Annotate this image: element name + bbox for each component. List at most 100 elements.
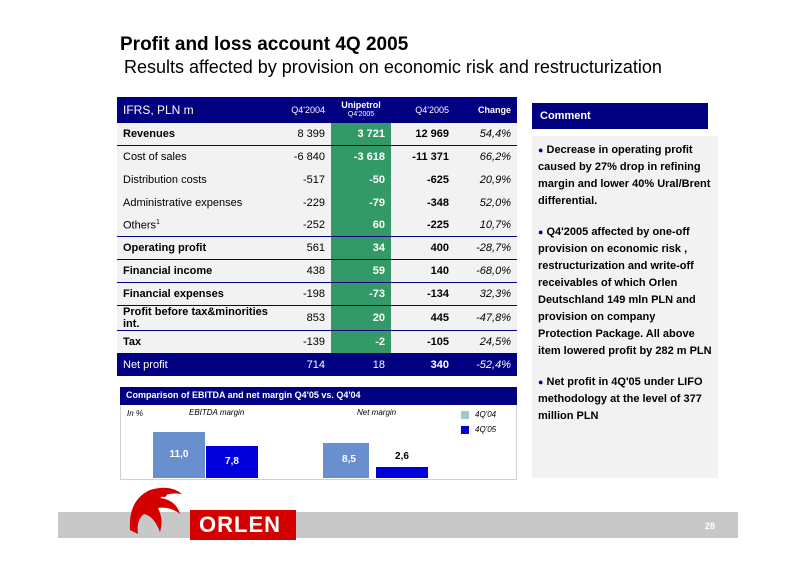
row-label: Others1 [117,214,277,238]
comment-bullet: ● Q4'2005 affected by one-off provision … [538,226,712,357]
cell-q4-2004: -517 [302,173,325,186]
cell-change: -52,4% [455,353,517,376]
cell-q4-2005: 140 [391,259,455,284]
comment-body: ● Decrease in operating profit caused by… [532,136,718,478]
ebitda-chart: In % EBITDA margin Net margin 4Q'04 4Q'0… [120,405,517,480]
bar-4q04-ebitda [153,432,205,478]
bullet-icon: ● [538,227,544,237]
bar-4q04-net [323,442,369,478]
cell-unipetrol: 60 [331,214,391,238]
footnote-marker: 1 [156,219,160,226]
table-row: Distribution costs -517 -50 -625 20,9% [117,168,517,192]
cell-change: 24,5% [455,330,517,354]
cell-q4-2005: -134 [391,282,455,306]
bar-4q05-ebitda [206,445,258,478]
cell-q4-2004: 561 [277,236,331,261]
table-header-row: IFRS, PLN m Q4'2004 Unipetrol Q4'2005 Q4… [117,97,517,123]
orlen-eagle-logo-icon [129,487,182,534]
row-label: Revenues [117,123,277,147]
row-label: Profit before tax&minorities int. [117,305,277,331]
table-row: Administrative expenses -229 -79 -348 52,0% [117,191,517,215]
legend-label-4q05: 4Q'05 [475,425,497,434]
bullet-icon: ● [538,377,544,387]
comment-header: Comment [532,103,708,129]
footer-band [58,512,738,538]
col-header-q4-2004: Q4'2004 [277,97,331,123]
cell-unipetrol: -3 618 [331,145,391,169]
legend-label-4q04: 4Q'04 [475,410,497,419]
bullet-icon: ● [538,145,544,155]
col-header-q4-2005: Q4'2005 [391,97,455,123]
table-row: Net profit 714 18 340 -52,4% [117,353,517,376]
row-label: Administrative expenses [123,196,243,209]
row-label: Financial income [117,259,277,284]
cell-q4-2005: 445 [391,305,455,331]
row-label: Tax [117,330,277,354]
cell-change: 32,3% [455,282,517,306]
cell-q4-2005: -105 [391,330,455,354]
cell-q4-2004: -252 [277,214,331,238]
cell-q4-2005: 12 969 [391,123,455,147]
row-label: Cost of sales [123,151,187,164]
profit-loss-table: IFRS, PLN m Q4'2004 Unipetrol Q4'2005 Q4… [117,97,517,376]
bar-4q05-net [376,467,428,478]
bar-value-label: 7,8 [225,455,239,467]
cell-q4-2005: 400 [391,236,455,261]
col-header-unipetrol: Unipetrol Q4'2005 [331,97,391,123]
cell-unipetrol: 59 [331,259,391,284]
table-row: Revenues 8 399 3 721 12 969 54,4% [117,123,517,147]
cell-unipetrol: 3 721 [331,123,391,147]
cell-q4-2005: -348 [426,196,449,209]
cell-q4-2004: -198 [277,282,331,306]
cell-unipetrol: -73 [331,282,391,306]
table-row: Profit before tax&minorities int. 853 20 44… [117,305,517,331]
orlen-logo-box [190,510,296,540]
chart-title: Comparison of EBITDA and net margin Q4'0… [120,387,517,405]
table-row: Operating profit 561 34 400 -28,7% [117,236,517,261]
cell-change: 54,4% [455,123,517,147]
cell-q4-2005: -11 371 [412,151,449,164]
cell-unipetrol: -79 [331,191,391,215]
row-label: Operating profit [117,236,277,261]
comment-bullet: ● Decrease in operating profit caused by… [538,144,711,207]
cell-q4-2005: 340 [391,353,455,376]
legend-swatch-4q04 [461,411,469,419]
cell-change: 20,9% [479,173,511,186]
cell-q4-2004: -139 [277,330,331,354]
category-label-ebitda: EBITDA margin [189,408,245,417]
page-number: 28 [705,521,716,531]
row-label: Financial expenses [117,282,277,306]
table-row: Others1 -252 60 -225 10,7% [117,214,517,238]
cell-q4-2005: -225 [391,214,455,238]
cell-change: -47,8% [455,305,517,331]
cell-q4-2004: -229 [302,196,325,209]
page-subtitle: Results affected by provision on economi… [124,57,662,77]
cell-unipetrol: 18 [331,353,391,376]
row-label: Net profit [117,353,277,376]
cell-q4-2004: 853 [277,305,331,331]
col-header-unipetrol-sub: Q4'2005 [347,111,375,118]
cell-q4-2004: 714 [277,353,331,376]
cell-change: -68,0% [455,259,517,284]
category-label-net: Net margin [357,408,397,417]
col-header-label: IFRS, PLN m [117,97,277,123]
orlen-logo-text: ORLEN [199,512,281,537]
cell-q4-2004: 438 [277,259,331,284]
row-label: Distribution costs [123,173,207,186]
table-row: Financial income 438 59 140 -68,0% [117,259,517,284]
table-row: Tax -139 -2 -105 24,5% [117,330,517,354]
cell-unipetrol: 34 [331,236,391,261]
bar-value-label: 11,0 [169,449,189,461]
cell-q4-2004: 8 399 [277,123,331,147]
chart-unit-label: In % [127,409,144,418]
col-header-change: Change [455,97,517,123]
cell-unipetrol: -50 [331,168,391,192]
bar-value-label: 2,6 [395,451,409,463]
table-row: Cost of sales -6 840 -3 618 -11 371 66,2% [117,145,517,169]
cell-change: 10,7% [455,214,517,238]
cell-q4-2004: -6 840 [293,151,325,164]
page-title: Profit and loss account 4Q 2005 [120,34,409,55]
cell-unipetrol: -2 [331,330,391,354]
cell-unipetrol: 20 [331,305,391,331]
cell-change: 66,2% [479,151,511,164]
